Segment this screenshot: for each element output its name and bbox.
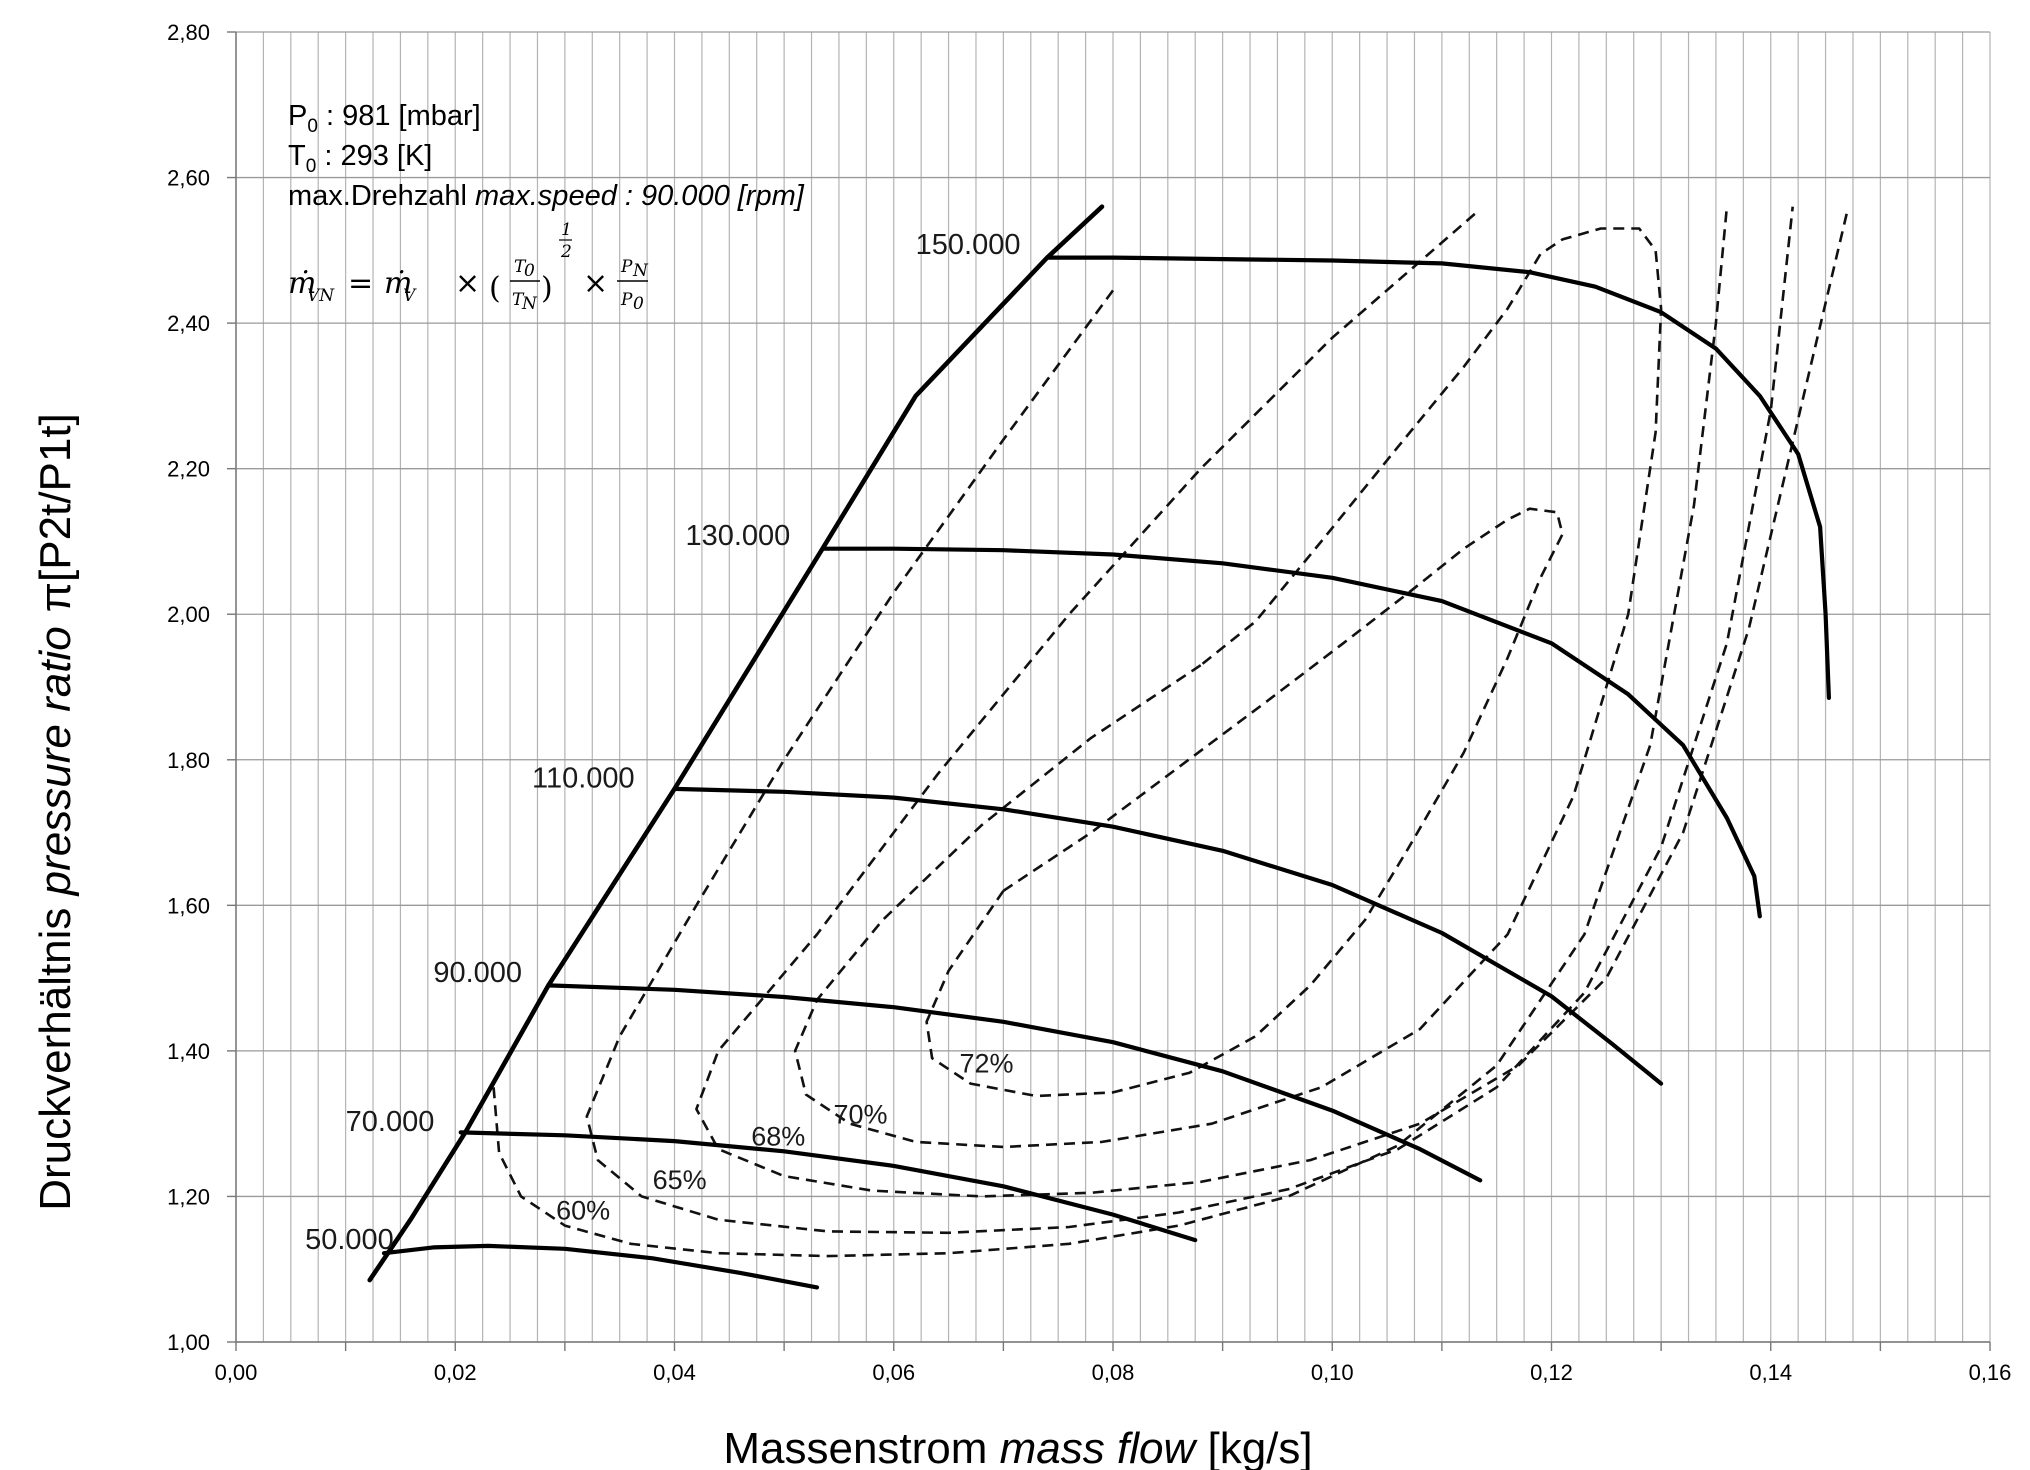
svg-text:N: N <box>521 294 538 314</box>
svg-text:VN: VN <box>307 286 335 306</box>
efficiency-label-65: 65% <box>653 1165 707 1195</box>
y-tick-label: 1,80 <box>167 748 210 773</box>
y-tick-label: 2,40 <box>167 311 210 336</box>
y-tick-label: 2,60 <box>167 166 210 191</box>
x-tick-label: 0,02 <box>434 1360 477 1385</box>
speed-label-70000: 70.000 <box>346 1106 435 1138</box>
efficiency-label-68: 68% <box>751 1122 805 1152</box>
efficiency-label-60: 60% <box>556 1196 610 1226</box>
svg-text:N: N <box>632 261 649 281</box>
y-tick-label: 1,00 <box>167 1330 210 1355</box>
svg-text:0: 0 <box>524 261 535 281</box>
grid <box>235 31 1991 1343</box>
y-tick-label: 1,40 <box>167 1039 210 1064</box>
y-tick-label: 2,00 <box>167 602 210 627</box>
x-tick-label: 0,10 <box>1311 1360 1354 1385</box>
svg-text:(: ( <box>489 271 501 306</box>
y-tick-label: 1,60 <box>167 893 210 918</box>
x-tick-label: 0,06 <box>872 1360 915 1385</box>
surge-line-group <box>367 204 1105 1283</box>
svg-text:0: 0 <box>633 294 644 314</box>
svg-text:ṁ: ṁ <box>384 266 412 301</box>
speed-label-90000: 90.000 <box>433 957 522 989</box>
speed-line-50000 <box>381 1243 820 1290</box>
svg-text:2: 2 <box>560 242 572 262</box>
x-tick-label: 0,12 <box>1530 1360 1573 1385</box>
svg-text:P: P <box>620 290 633 310</box>
x-tick-label: 0,00 <box>215 1360 258 1385</box>
info-max-speed: max.Drehzahl max.speed : 90.000 [rpm] <box>288 180 805 212</box>
efficiency-label-72: 72% <box>960 1049 1014 1079</box>
speed-label-150000: 150.000 <box>916 229 1021 261</box>
info-p0: P0 : 981 [mbar] <box>288 100 481 137</box>
x-tick-label: 0,04 <box>653 1360 696 1385</box>
tick-labels: 0,00 0,02 0,04 0,06 0,08 0,10 0,12 0,14 0,16 1,00… <box>167 20 2011 1385</box>
x-tick-label: 0,14 <box>1749 1360 1792 1385</box>
svg-text:): ) <box>541 271 553 306</box>
x-tick-label: 0,16 <box>1969 1360 2012 1385</box>
speed-label-130000: 130.000 <box>685 520 790 552</box>
efficiency-contour-68 <box>695 210 1849 1198</box>
svg-text:P: P <box>620 257 633 277</box>
svg-text:V: V <box>403 286 417 306</box>
svg-text:=: = <box>348 266 373 301</box>
svg-text:T: T <box>514 257 527 277</box>
speed-label-50000: 50.000 <box>305 1224 394 1256</box>
y-tick-label: 2,80 <box>167 20 210 45</box>
speed-label-110000: 110.000 <box>532 762 635 794</box>
svg-text:×: × <box>455 266 480 301</box>
svg-text:×: × <box>583 266 608 301</box>
surge-line <box>367 204 1105 1283</box>
info-block: P0 : 981 [mbar] T0 : 293 [K] max.Drehzah… <box>288 100 805 314</box>
speed-line-70000 <box>458 1130 1198 1243</box>
efficiency-contour-60 <box>492 206 1729 1258</box>
speed-line-130000 <box>820 546 1762 919</box>
efficiency-contour-72 <box>925 507 1564 1098</box>
x-tick-label: 0,08 <box>1092 1360 1135 1385</box>
info-t0: T0 : 293 [K] <box>288 140 432 177</box>
curve-labels: 60% 65% 68% 70% 72% 50.000 70.000 90.000 110.000… <box>305 229 1020 1256</box>
efficiency-label-70: 70% <box>833 1100 887 1130</box>
x-axis-label: Massenstrom mass flow [kg/s] <box>723 1424 1312 1470</box>
efficiency-contours <box>492 206 1849 1258</box>
y-tick-label: 1,20 <box>167 1184 210 1209</box>
svg-text:T: T <box>512 290 525 310</box>
y-axis-label: Druckverhältnis pressure ratioπ[P2t/P1t] <box>31 413 80 1211</box>
speed-line-110000 <box>672 786 1664 1086</box>
svg-text:ṁ: ṁ <box>288 266 316 301</box>
efficiency-contour-70 <box>793 227 1663 1149</box>
speed-lines <box>381 255 1831 1290</box>
y-tick-label: 2,20 <box>167 457 210 482</box>
efficiency-contour-65 <box>585 206 1794 1235</box>
speed-line-90000 <box>546 983 1483 1183</box>
speed-line-150000 <box>1045 255 1831 700</box>
svg-text:1: 1 <box>561 220 572 240</box>
